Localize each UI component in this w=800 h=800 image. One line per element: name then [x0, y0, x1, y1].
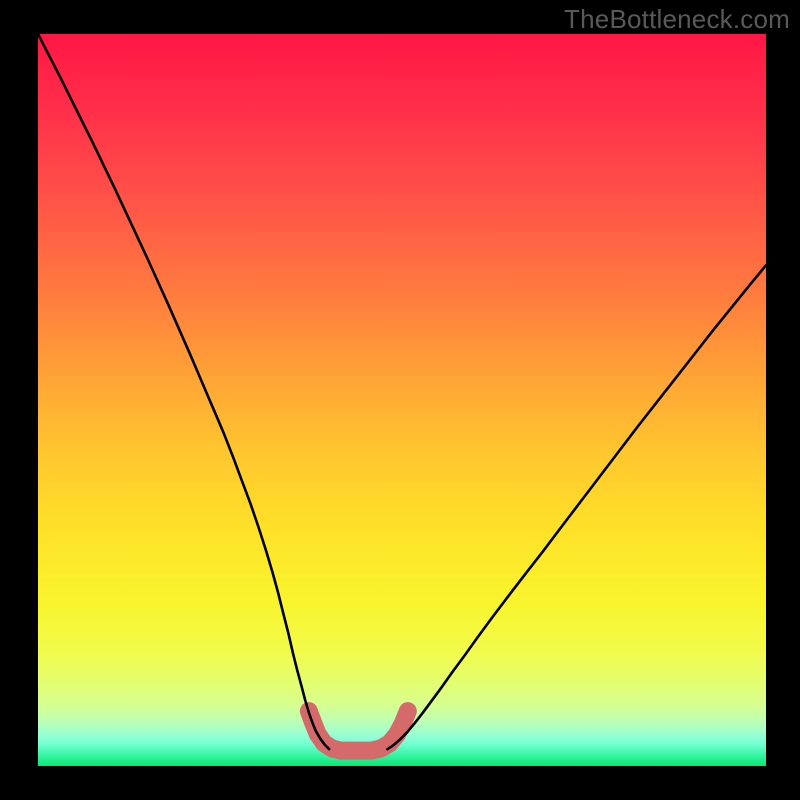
chart-background [38, 34, 766, 766]
plot-area [38, 34, 766, 766]
chart-svg [38, 34, 766, 766]
chart-frame: TheBottleneck.com [0, 0, 800, 800]
watermark-label: TheBottleneck.com [564, 4, 790, 35]
